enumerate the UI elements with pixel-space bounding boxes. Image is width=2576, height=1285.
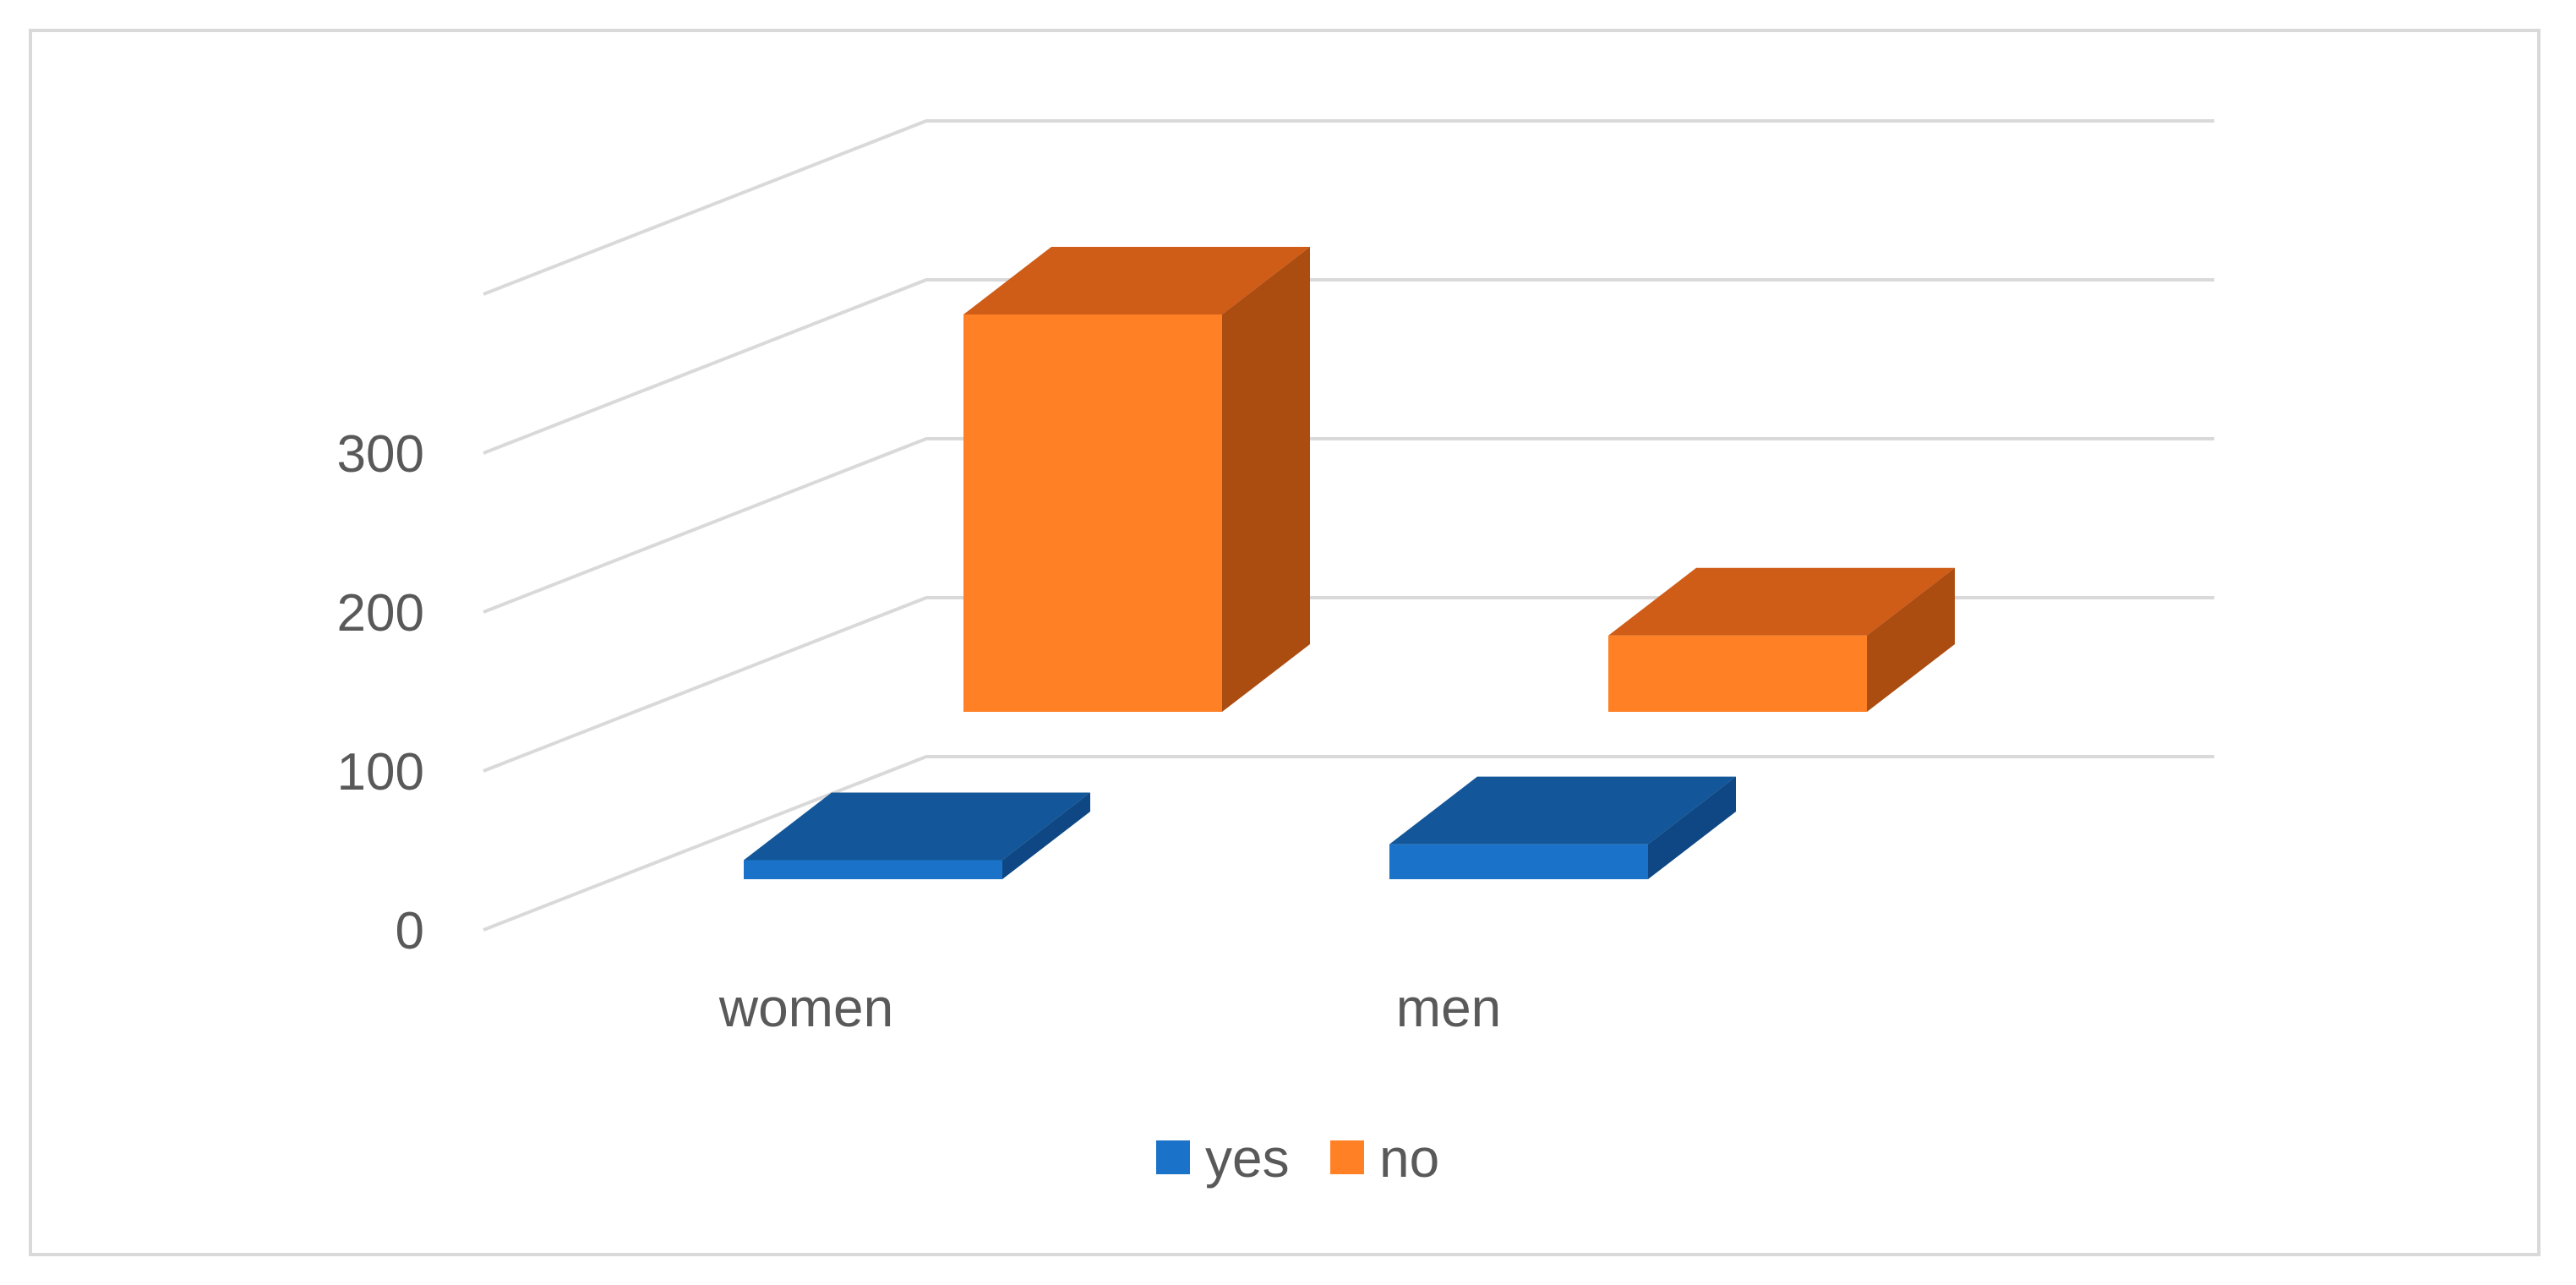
gridline (483, 278, 2214, 455)
bar-top-face (963, 247, 1310, 314)
legend-label-no: no (1379, 1128, 1439, 1189)
gridline (483, 437, 2214, 614)
gridlines (483, 119, 2214, 932)
x-axis-categories: women men (718, 977, 1501, 1038)
bar-top-face (744, 792, 1090, 861)
bar-side-face (1648, 776, 1736, 879)
gridline (483, 755, 2214, 932)
legend-label-yes: yes (1205, 1128, 1290, 1189)
bar-front-face (1608, 635, 1867, 712)
bar-front-face (1389, 844, 1648, 879)
bar-side-face (1002, 792, 1090, 879)
bar-top-face (1389, 776, 1736, 845)
gridline (483, 119, 2214, 296)
bar-top-face (1608, 567, 1955, 636)
bar-side-face (1222, 247, 1310, 712)
bar-front-face (744, 860, 1002, 879)
bar-no-men (1608, 567, 1955, 712)
y-tick-label: 0 (396, 902, 424, 960)
bar-yes-women (744, 792, 1090, 879)
legend: yes no (1156, 1128, 1439, 1189)
bar-front-face (963, 314, 1222, 712)
bars (744, 247, 1955, 879)
y-axis-ticks: 0 100 200 300 (337, 425, 424, 960)
y-tick-label: 200 (337, 584, 424, 642)
category-label: women (718, 977, 893, 1038)
category-label: men (1396, 977, 1502, 1038)
bar-no-women (963, 247, 1310, 712)
legend-swatch-yes (1156, 1140, 1190, 1174)
bar-yes-men (1389, 776, 1736, 879)
legend-swatch-no (1330, 1140, 1364, 1174)
y-tick-label: 300 (337, 425, 424, 484)
bar-side-face (1867, 567, 1955, 712)
y-tick-label: 100 (337, 743, 424, 801)
